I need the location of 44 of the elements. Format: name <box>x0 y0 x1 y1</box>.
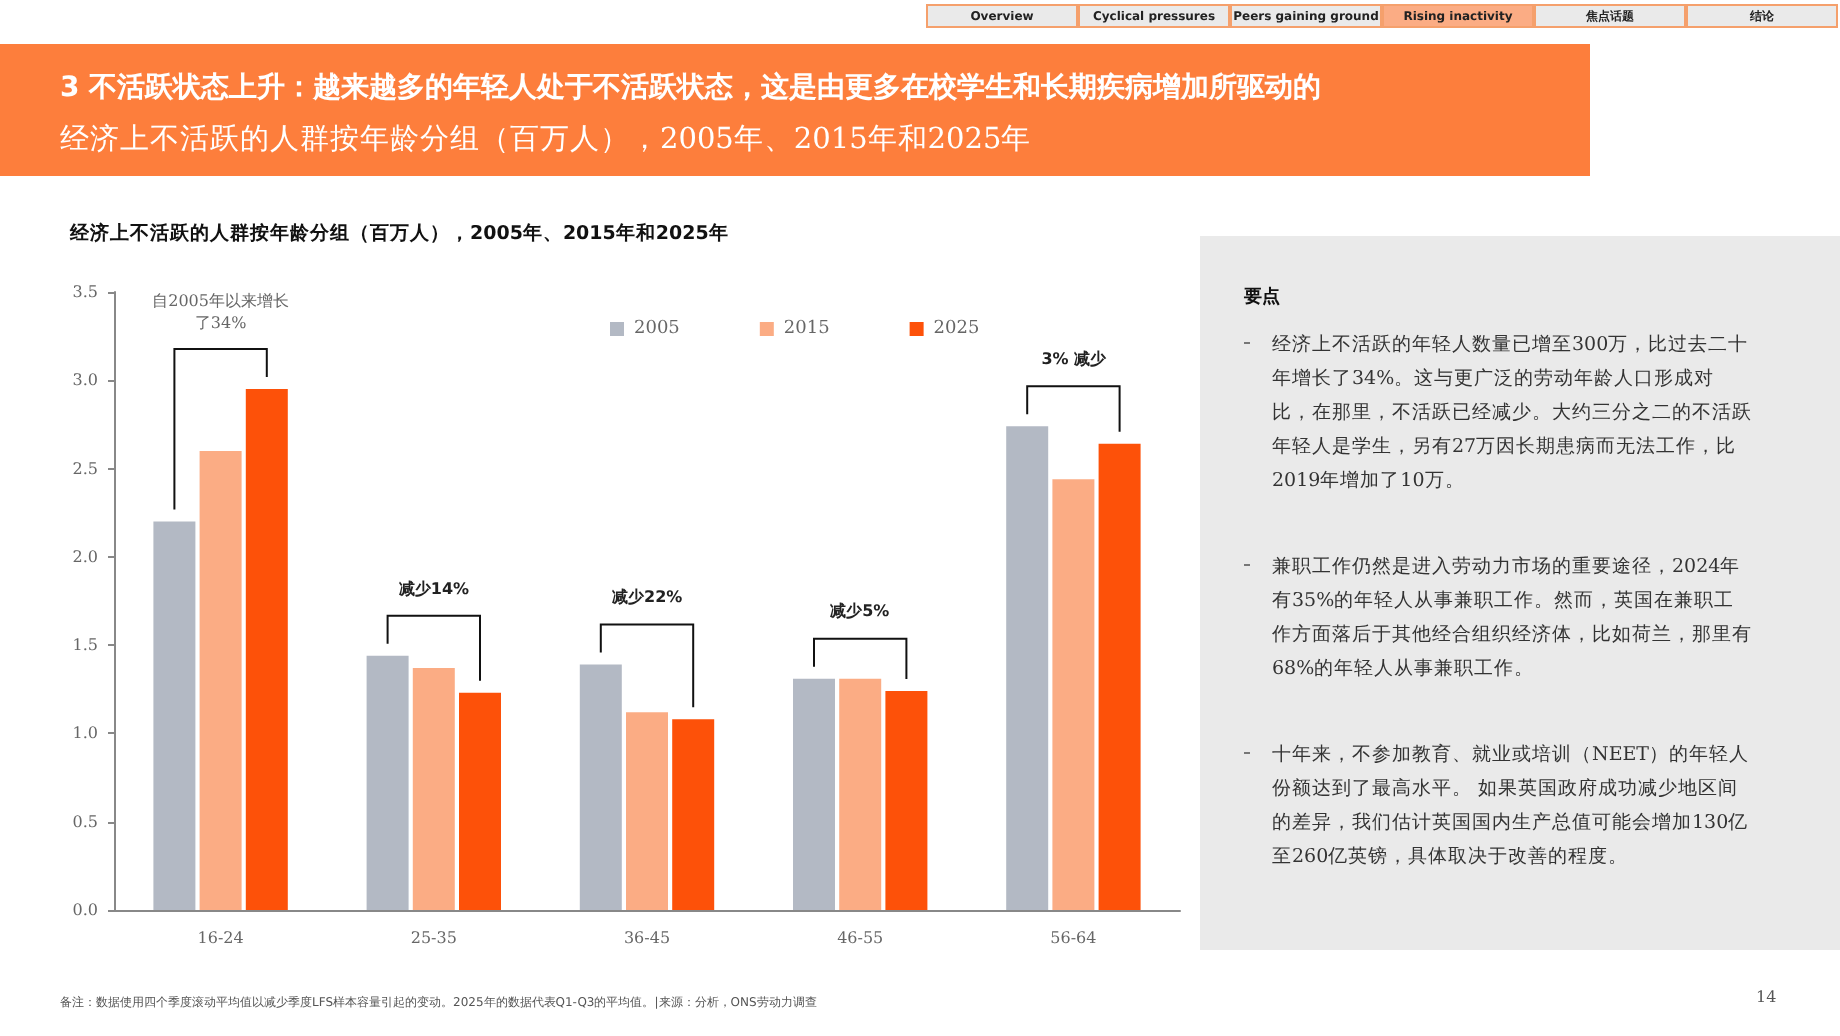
bar <box>1098 443 1141 910</box>
y-tick-label: 3.5 <box>72 283 98 301</box>
legend-label: 2005 <box>634 319 681 339</box>
text: 兼职工作仍然是进入劳动力市场的重要途径，2024年有35%的年轻人从事兼职工作。然而，英国在兼职工作方面落后于其他经合组织经济体，比如荷兰，那里有68%的年轻人从事兼职工作。 <box>1272 554 1752 684</box>
bar <box>1006 426 1049 910</box>
text: 要点 <box>1244 284 1280 310</box>
text: 经济上不活跃的年轻人数量已增至300万，比过去二十年增长了34%。这与更广泛的劳动年龄人口形成对比，在那里，不活跃已经减少。大约三分之二的不活跃年轻人是学生，另有27万因长期患病而无法工作，比2019年增加了10万。 <box>1272 332 1752 496</box>
bar <box>412 668 455 910</box>
bar <box>839 678 882 910</box>
legend-label: 2025 <box>933 319 980 339</box>
y-tick-label: 3.0 <box>72 371 98 390</box>
annotation: 减少5% <box>830 600 890 623</box>
bar <box>579 664 622 910</box>
bar <box>459 692 501 910</box>
x-tick-label: 56-64 <box>1050 929 1097 947</box>
y-tick-label: 1.0 <box>72 724 98 743</box>
bar <box>199 450 242 910</box>
bar <box>793 678 835 910</box>
x-tick-label: 16-24 <box>197 929 244 947</box>
chart-title: 经济上不活跃的人群按年龄分组（百万人），2005年、2015年和2025年 <box>68 221 729 245</box>
bar <box>885 691 928 910</box>
bar <box>1052 479 1095 910</box>
y-tick-label: 2.5 <box>72 459 98 478</box>
legend-label: 2015 <box>783 319 831 339</box>
text: 14 <box>1756 988 1777 1006</box>
bar <box>672 719 715 910</box>
annotation: 减少14% <box>398 577 470 600</box>
y-tick-label: 1.5 <box>72 636 98 655</box>
text: 十年来，不参加教育、就业或培训（NEET）的年轻人份额达到了最高水平。 如果英国政府成功减少地区间的差异，我们估计英国国内生产总值可能会增加130亿至260亿英镑，具体取决于改善的程度。 <box>1272 741 1752 872</box>
x-tick-label: 36-45 <box>623 929 671 947</box>
x-tick-label: 25-35 <box>410 929 457 947</box>
annotation: 3% 减少 <box>1041 348 1107 371</box>
y-tick-label: 0.5 <box>72 812 98 831</box>
x-tick-label: 46-55 <box>837 929 884 947</box>
annotation: 减少22% <box>612 586 683 609</box>
text: 经济上不活跃的人群按年龄分组（百万人），2005年、2015年和2025年 <box>60 121 1032 158</box>
bar <box>153 521 196 910</box>
bar <box>626 712 668 910</box>
bar <box>366 655 409 910</box>
y-tick-label: 0.0 <box>72 901 98 919</box>
y-tick-label: 2.0 <box>72 547 98 566</box>
bar <box>245 389 288 910</box>
text: 3 不活跃状态上升：越来越多的年轻人处于不活跃状态，这是由更多在校学生和长期疾病增加所驱动的 <box>60 70 1322 106</box>
annotation: 自2005年以来增长了34% <box>150 289 291 334</box>
